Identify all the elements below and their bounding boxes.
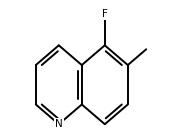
Text: N: N — [55, 119, 63, 129]
Text: F: F — [102, 9, 108, 19]
